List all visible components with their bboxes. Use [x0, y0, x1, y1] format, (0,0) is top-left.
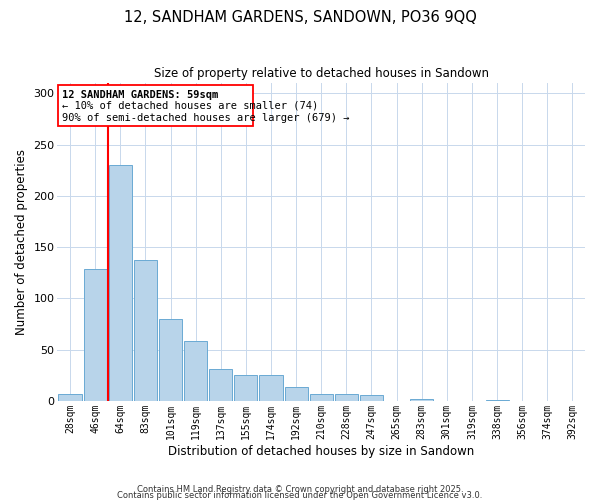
Bar [335, 394, 358, 401]
Text: ← 10% of detached houses are smaller (74): ← 10% of detached houses are smaller (74… [62, 100, 318, 110]
Bar [310, 394, 333, 401]
Text: Contains HM Land Registry data © Crown copyright and database right 2025.: Contains HM Land Registry data © Crown c… [137, 484, 463, 494]
Bar [184, 342, 207, 401]
Text: Contains public sector information licensed under the Open Government Licence v3: Contains public sector information licen… [118, 490, 482, 500]
Bar [259, 376, 283, 401]
Bar [235, 376, 257, 401]
FancyBboxPatch shape [58, 85, 253, 126]
Bar [485, 400, 509, 401]
Bar [410, 399, 433, 401]
Bar [360, 395, 383, 401]
Bar [58, 394, 82, 401]
Title: Size of property relative to detached houses in Sandown: Size of property relative to detached ho… [154, 68, 489, 80]
Text: 90% of semi-detached houses are larger (679) →: 90% of semi-detached houses are larger (… [62, 113, 349, 123]
Bar [159, 319, 182, 401]
Bar [134, 260, 157, 401]
Bar [109, 165, 132, 401]
Y-axis label: Number of detached properties: Number of detached properties [15, 149, 28, 335]
Bar [284, 386, 308, 401]
Text: 12, SANDHAM GARDENS, SANDOWN, PO36 9QQ: 12, SANDHAM GARDENS, SANDOWN, PO36 9QQ [124, 10, 476, 25]
X-axis label: Distribution of detached houses by size in Sandown: Distribution of detached houses by size … [168, 444, 475, 458]
Bar [83, 268, 107, 401]
Bar [209, 369, 232, 401]
Text: 12 SANDHAM GARDENS: 59sqm: 12 SANDHAM GARDENS: 59sqm [62, 90, 218, 100]
